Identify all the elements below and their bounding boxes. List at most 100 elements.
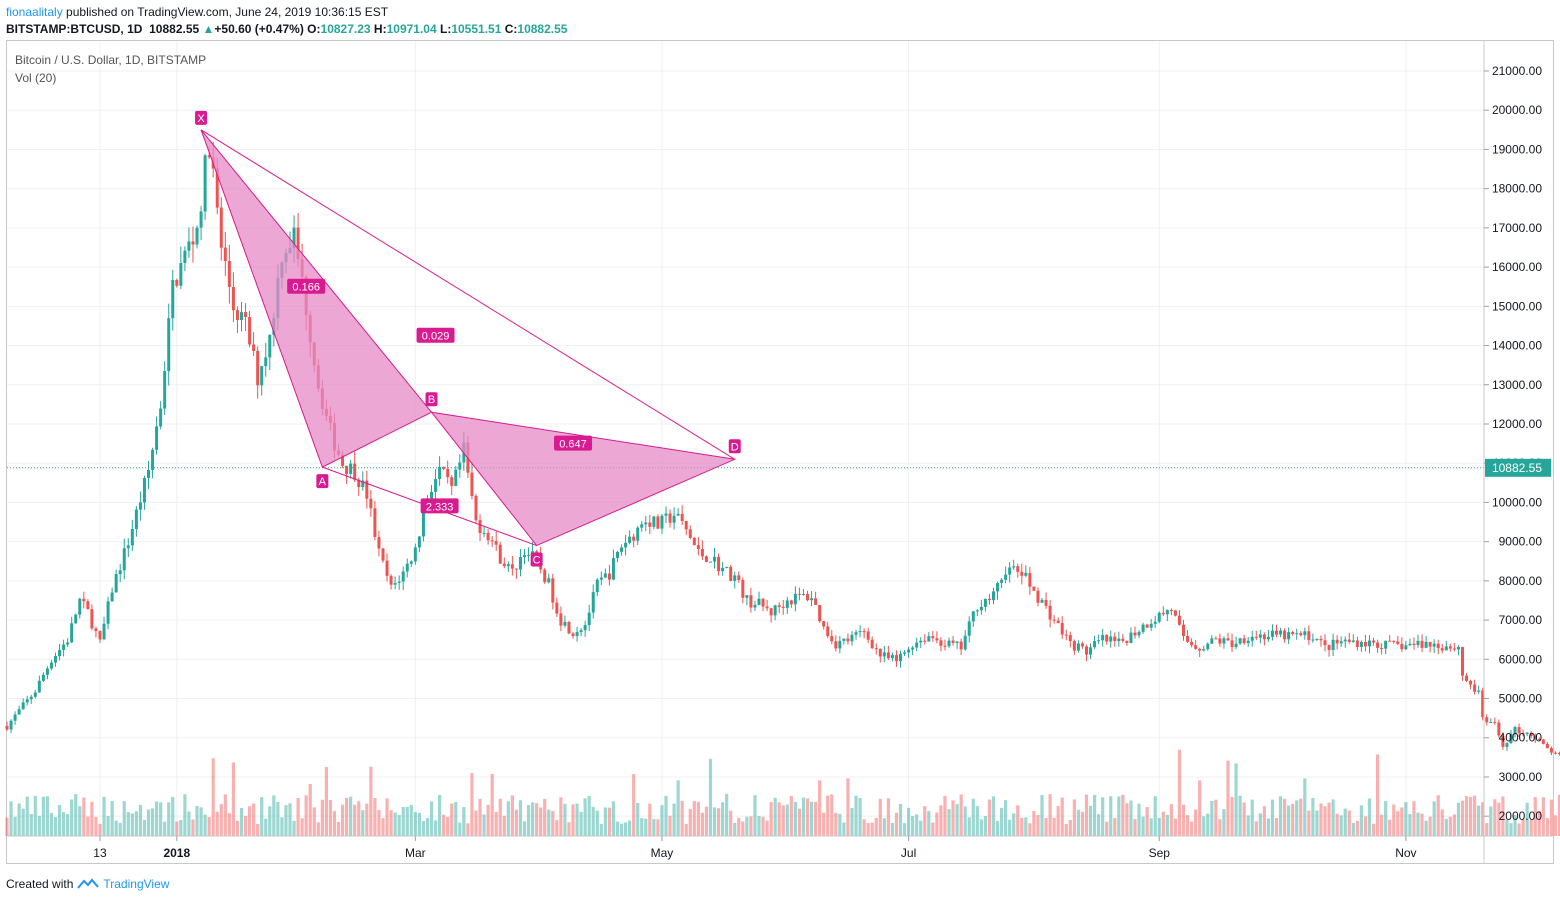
volume-bar: [939, 805, 943, 836]
volume-bar: [535, 803, 539, 836]
volume-bar: [41, 796, 45, 836]
tradingview-brand-link[interactable]: TradingView: [103, 877, 170, 891]
volume-bar: [21, 808, 25, 836]
volume-bar: [1489, 806, 1493, 836]
candle-body: [1436, 643, 1440, 649]
time-tick-label: Jul: [901, 846, 916, 860]
volume-bar: [1396, 811, 1400, 836]
volume-bar: [741, 821, 745, 836]
candle-body: [717, 556, 721, 572]
candle-body: [1222, 638, 1226, 644]
candle-body: [54, 656, 58, 663]
volume-bar: [1109, 796, 1113, 836]
candle-body: [490, 540, 494, 542]
volume-bar: [688, 809, 692, 836]
volume-bar: [1359, 805, 1364, 836]
candle-body: [171, 280, 175, 319]
volume-bar: [878, 798, 882, 836]
candle-body: [1242, 638, 1246, 644]
candle-body: [256, 350, 260, 386]
candle-body: [1113, 636, 1117, 642]
volume-bar: [1169, 804, 1173, 836]
candle-body: [761, 598, 765, 607]
candle-body: [1355, 640, 1359, 647]
volume-bar: [1044, 818, 1048, 836]
price-tick-label: 4000.00: [1499, 731, 1543, 745]
candle-body: [1388, 640, 1392, 642]
volume-bar: [1008, 819, 1012, 836]
volume-bar: [353, 804, 357, 836]
chart-frame[interactable]: [6, 40, 1554, 864]
volume-bar: [1218, 819, 1222, 836]
volume-bar: [276, 801, 280, 836]
candle-body: [1363, 641, 1367, 647]
candle-body: [951, 640, 955, 644]
candle-body: [1311, 639, 1315, 641]
volume-bar: [1242, 802, 1246, 836]
volume-bar: [1157, 817, 1161, 836]
volume-bar: [955, 804, 959, 836]
candle-body: [1214, 638, 1218, 640]
candle-body: [349, 463, 353, 474]
volume-bar: [179, 819, 183, 836]
volume-bar: [150, 808, 155, 836]
volume-bar: [25, 796, 29, 836]
volume-bar: [86, 816, 90, 836]
volume-bar: [429, 801, 434, 836]
candle-body: [955, 641, 959, 644]
price-tick-label: 13000.00: [1492, 378, 1542, 392]
candle-body: [1254, 636, 1258, 638]
candle-body: [231, 287, 235, 311]
candle-body: [1206, 643, 1210, 650]
candle-body: [147, 470, 151, 478]
candle-body: [919, 640, 923, 643]
candle-body: [551, 578, 555, 603]
volume-bar: [62, 812, 66, 836]
volume-bar: [187, 811, 191, 836]
candle-body: [1367, 640, 1371, 647]
candle-body: [575, 632, 579, 637]
candle-body: [745, 595, 749, 598]
volume-bar: [551, 810, 555, 836]
candle-body: [1319, 638, 1323, 641]
candle-body: [846, 638, 850, 642]
volume-bar: [1113, 817, 1117, 836]
volume-bar: [696, 801, 700, 836]
volume-bar: [53, 817, 58, 836]
candle-body: [260, 366, 264, 386]
candle-body: [292, 227, 296, 249]
candle-body: [518, 556, 522, 570]
candle-body: [1194, 645, 1198, 649]
volume-bar: [1016, 805, 1020, 836]
candle-body: [502, 563, 506, 567]
author-link[interactable]: fionaalitaly: [6, 5, 63, 19]
volume-bar: [1380, 814, 1384, 836]
candle-body: [1089, 647, 1093, 655]
candle-body: [579, 630, 583, 633]
candle-body: [1226, 638, 1230, 641]
candle-body: [514, 568, 518, 570]
volume-bar: [1416, 812, 1420, 836]
volume-bar: [207, 816, 211, 836]
candle-body: [1060, 623, 1064, 635]
candle-body: [700, 549, 704, 557]
candle-body: [894, 655, 898, 662]
volume-bar: [82, 797, 86, 836]
volume-bar: [1270, 799, 1275, 836]
candle-body: [1509, 733, 1513, 744]
volume-bar: [1141, 816, 1145, 836]
candle-body: [1173, 610, 1177, 616]
volume-bar: [1549, 799, 1554, 836]
volume-bar: [1194, 809, 1198, 836]
volume-bar: [474, 810, 478, 836]
volume-bar: [761, 816, 765, 836]
volume-bar: [729, 810, 733, 836]
price-tick-label: 6000.00: [1499, 652, 1543, 666]
candle-body: [527, 554, 531, 556]
volume-bar: [886, 798, 890, 836]
candle-body: [652, 516, 656, 527]
volume-bar: [769, 802, 773, 836]
candle-body: [498, 544, 502, 564]
volume-bar: [243, 815, 248, 836]
